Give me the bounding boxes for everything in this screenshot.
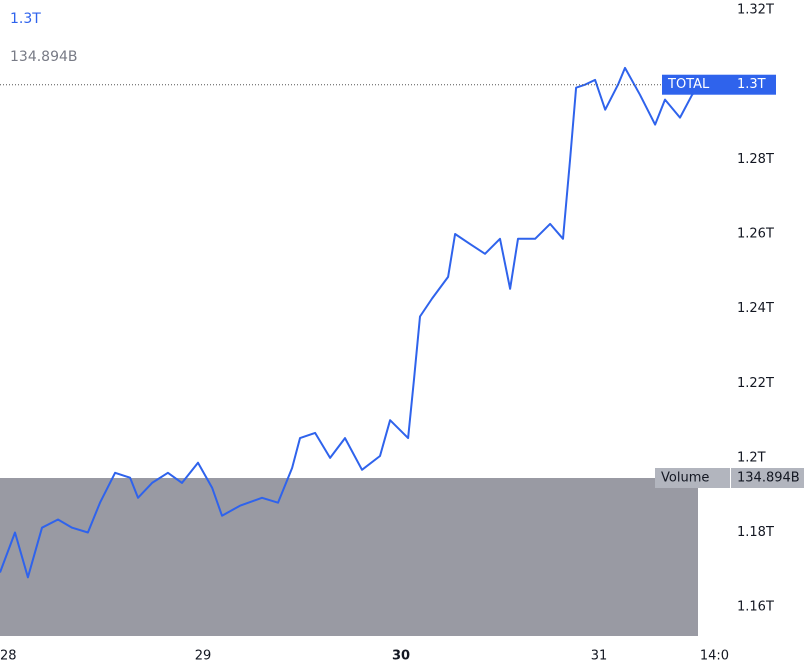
y-tick-label: 1.28T bbox=[737, 152, 774, 167]
y-tick-label: 1.16T bbox=[737, 600, 774, 615]
price-line bbox=[0, 66, 701, 579]
legend-price: 1.3T bbox=[10, 11, 41, 27]
y-tick-label: 1.18T bbox=[737, 525, 774, 540]
y-tick-label: 1.32T bbox=[737, 3, 774, 18]
y-tick-label: 1.26T bbox=[737, 226, 774, 241]
x-tick-label: 30 bbox=[392, 649, 410, 664]
y-tick-label: 1.2T bbox=[737, 450, 766, 465]
y-tick-label: 1.24T bbox=[737, 301, 774, 316]
y-tick-label: 1.22T bbox=[737, 376, 774, 391]
x-tick-label: 29 bbox=[195, 649, 212, 664]
volume-label: 134.894B bbox=[737, 471, 800, 486]
volume-bar bbox=[0, 478, 698, 636]
x-tick-label: 28 bbox=[0, 649, 17, 664]
volume-name-box bbox=[655, 468, 730, 488]
price-label: 1.3T bbox=[737, 77, 766, 92]
price-label-box bbox=[728, 74, 776, 95]
series-name: TOTAL bbox=[667, 77, 710, 92]
legend-volume: 134.894B bbox=[10, 49, 78, 65]
x-tick-label: 31 bbox=[591, 649, 608, 664]
volume-label-box bbox=[731, 468, 804, 488]
series-name-box bbox=[662, 74, 728, 95]
x-tick-label: 14:0 bbox=[700, 649, 729, 664]
volume-name: Volume bbox=[661, 471, 709, 486]
